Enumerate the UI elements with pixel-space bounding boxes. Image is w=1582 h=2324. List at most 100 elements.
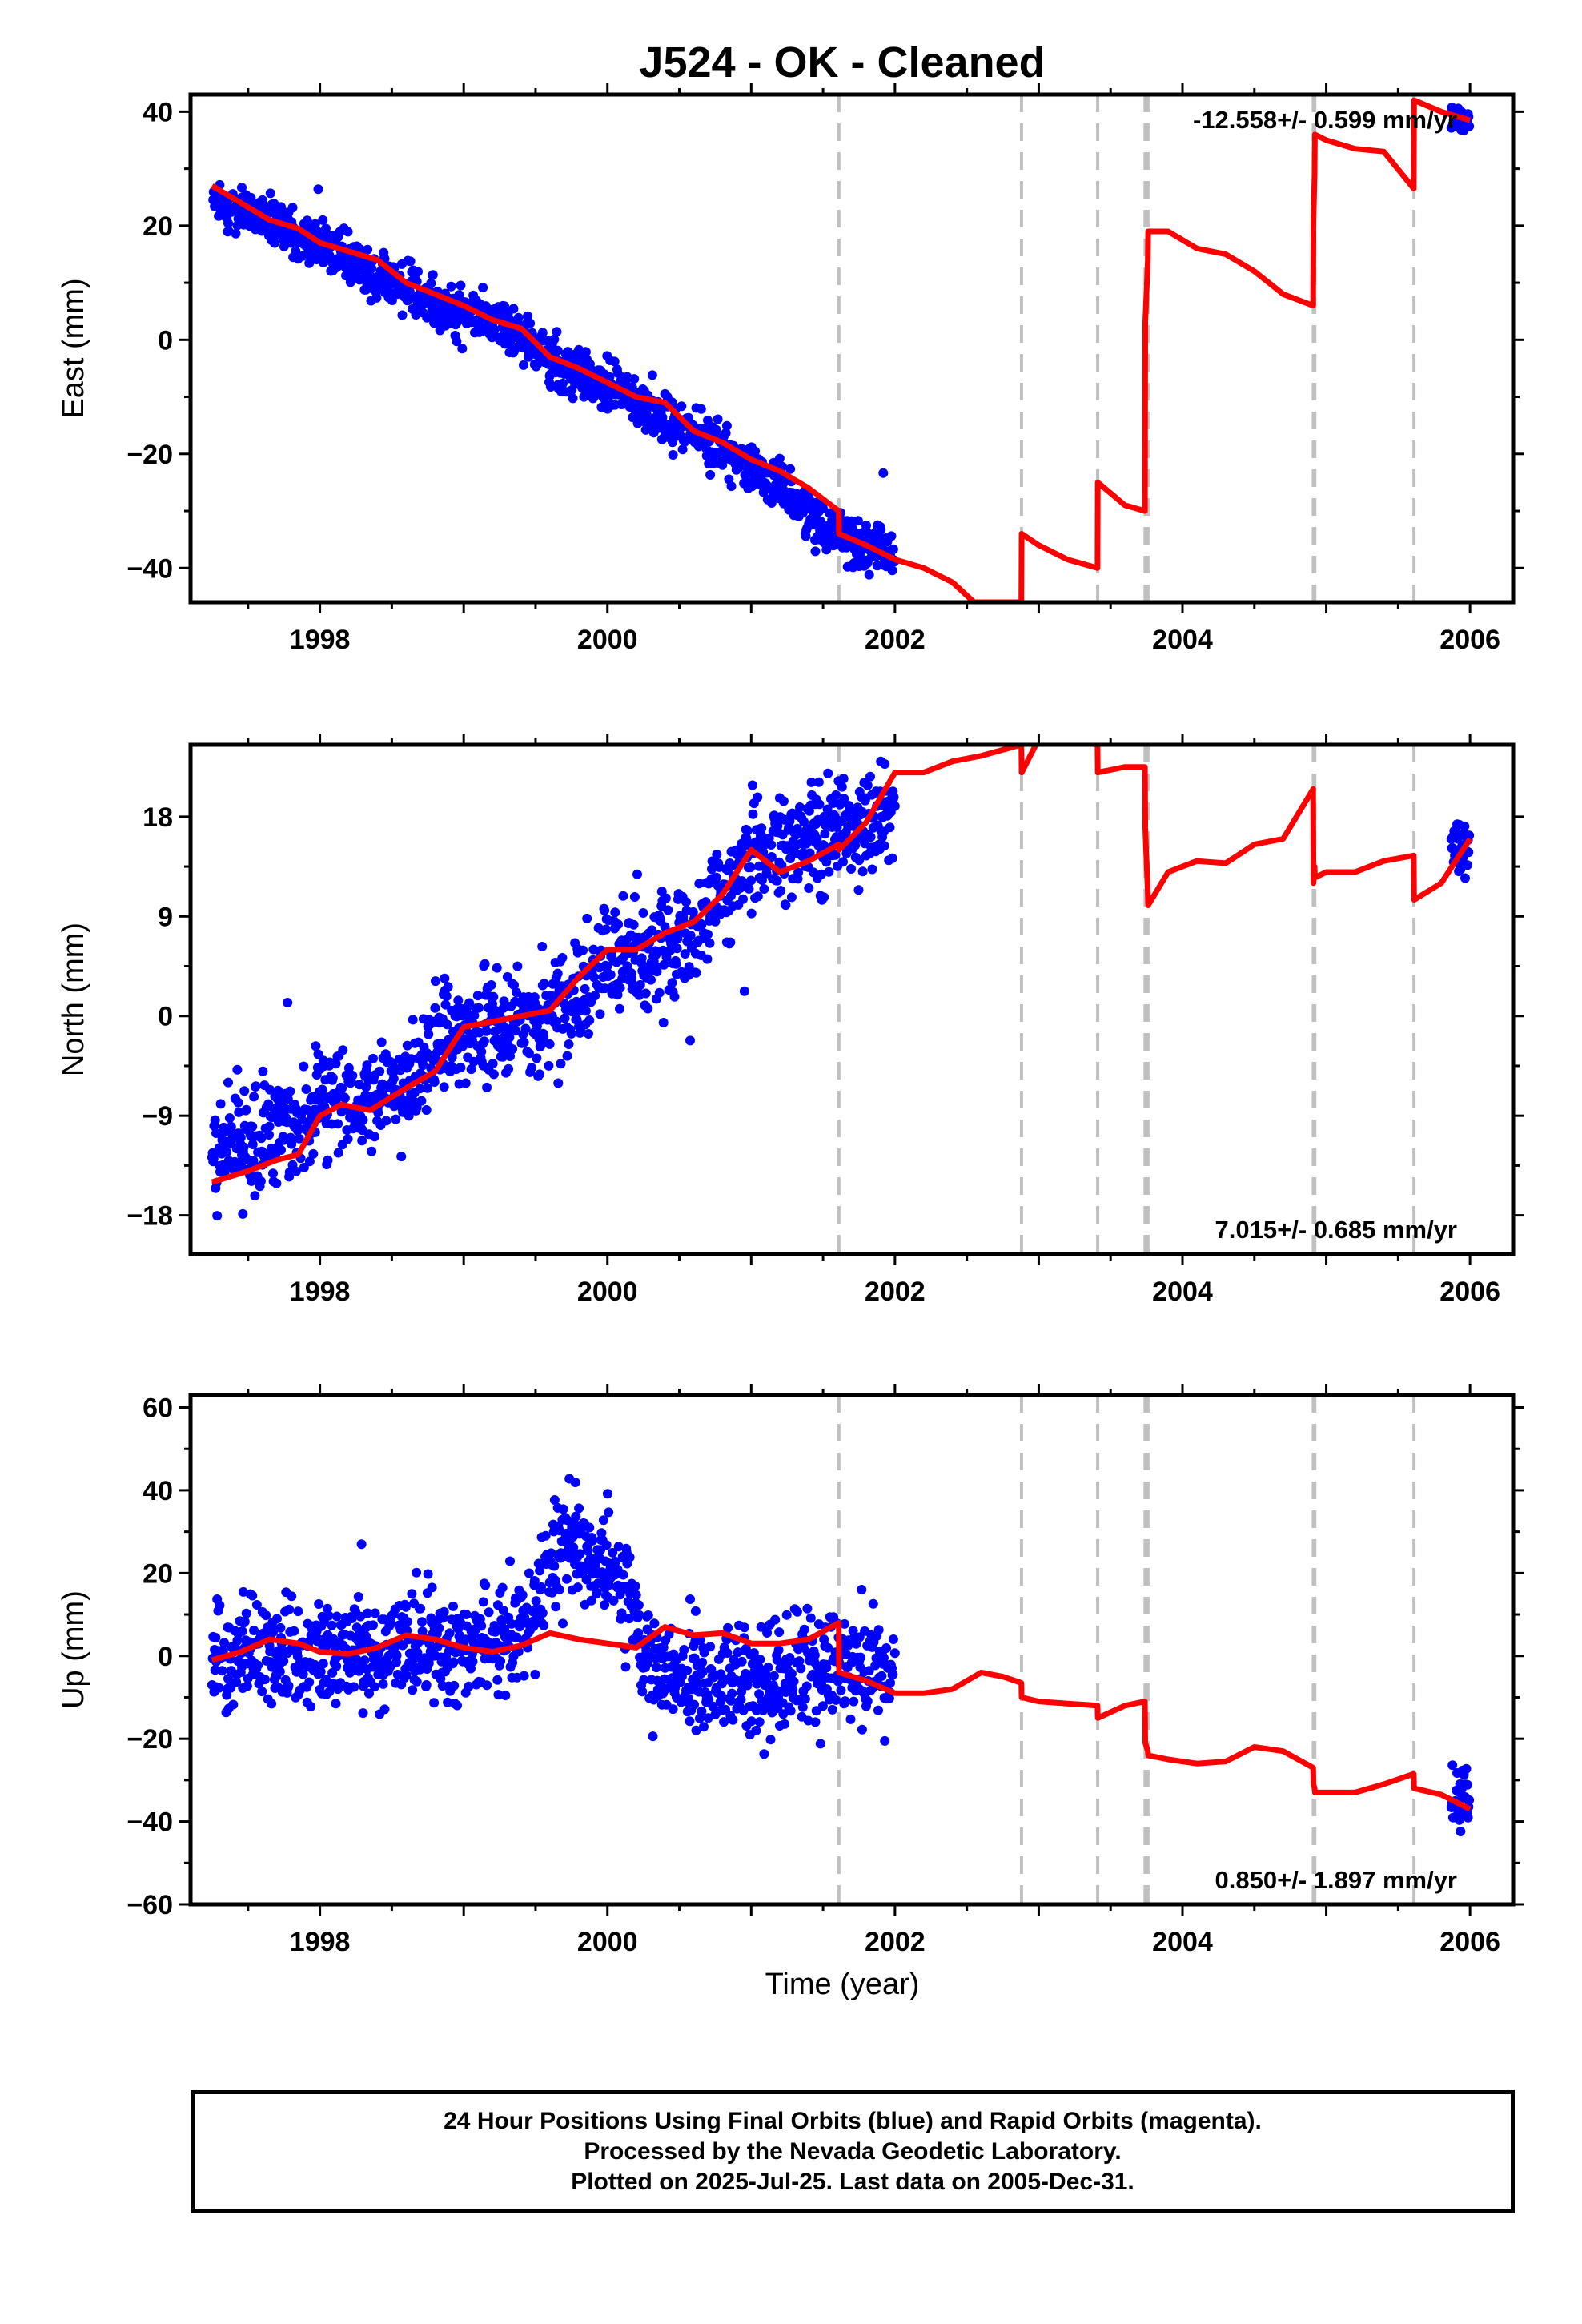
data-point xyxy=(251,1081,261,1092)
y-tick-label: 60 xyxy=(143,1393,173,1424)
data-point xyxy=(367,1146,377,1156)
data-point xyxy=(492,963,502,973)
data-point xyxy=(499,996,509,1007)
data-point xyxy=(710,916,721,927)
data-point xyxy=(643,1610,653,1620)
data-point xyxy=(618,891,628,901)
data-point xyxy=(634,1610,644,1620)
data-point xyxy=(318,1659,328,1669)
data-point xyxy=(657,412,668,423)
data-point xyxy=(582,913,592,923)
data-point xyxy=(373,1108,383,1118)
data-point xyxy=(830,850,841,860)
data-point xyxy=(744,883,754,894)
data-point xyxy=(797,1702,808,1712)
data-point xyxy=(391,1657,401,1667)
data-point xyxy=(249,1092,259,1102)
data-point xyxy=(552,345,563,356)
data-point xyxy=(679,1645,689,1655)
data-point xyxy=(228,1699,239,1710)
data-point xyxy=(428,270,438,280)
data-point xyxy=(272,1614,282,1624)
data-point xyxy=(584,1522,595,1533)
data-point xyxy=(712,850,722,859)
rate-label-north: 7.015+/- 0.685 mm/yr xyxy=(1215,1216,1457,1244)
plot-frame-north xyxy=(188,742,1516,1256)
data-point xyxy=(854,855,865,866)
data-point xyxy=(223,218,233,228)
data-point xyxy=(862,780,873,790)
data-point xyxy=(668,450,678,460)
data-point xyxy=(264,1130,274,1140)
data-point xyxy=(747,780,757,790)
data-point xyxy=(424,1029,434,1039)
data-point xyxy=(588,944,599,955)
data-point xyxy=(391,1114,401,1124)
data-point xyxy=(728,1715,738,1725)
data-point xyxy=(479,1036,489,1047)
data-point xyxy=(651,1663,661,1673)
data-point xyxy=(823,768,833,778)
data-point xyxy=(311,1041,321,1051)
data-point xyxy=(721,420,732,431)
data-point xyxy=(889,801,900,811)
data-point xyxy=(620,1662,631,1672)
data-point xyxy=(258,1066,268,1076)
data-point xyxy=(570,1478,580,1487)
data-point xyxy=(833,1676,843,1687)
data-point xyxy=(421,1680,432,1690)
data-point xyxy=(801,838,812,849)
data-point xyxy=(682,1665,693,1675)
data-point xyxy=(554,1585,564,1595)
data-point xyxy=(441,991,452,1001)
data-point xyxy=(1462,1779,1472,1790)
data-point xyxy=(434,1623,444,1634)
data-point xyxy=(658,1018,669,1027)
data-point xyxy=(750,446,761,456)
data-point xyxy=(711,424,721,435)
data-point xyxy=(562,1051,572,1061)
data-point xyxy=(1456,1827,1466,1836)
x-tick-label: 2006 xyxy=(1439,1277,1500,1307)
data-point xyxy=(474,1003,484,1013)
data-point xyxy=(482,1082,492,1092)
data-point xyxy=(1447,1760,1458,1771)
data-point xyxy=(529,1576,540,1586)
data-point xyxy=(287,203,298,213)
data-point xyxy=(431,976,440,987)
data-point xyxy=(424,1658,434,1668)
data-point xyxy=(1461,1763,1472,1774)
data-point xyxy=(423,1569,433,1579)
data-point xyxy=(813,777,824,787)
data-point xyxy=(799,1624,809,1634)
data-point xyxy=(746,875,756,886)
data-point xyxy=(615,1003,624,1014)
data-point xyxy=(827,1704,837,1715)
data-point xyxy=(742,826,753,836)
data-point xyxy=(481,1026,492,1036)
data-point xyxy=(246,192,256,203)
data-point xyxy=(635,979,645,990)
data-point xyxy=(753,792,763,802)
data-point xyxy=(755,1655,765,1665)
data-point xyxy=(426,278,436,288)
data-point xyxy=(681,897,691,907)
data-point xyxy=(418,1060,428,1071)
data-point xyxy=(608,1595,619,1606)
data-point xyxy=(566,1028,576,1039)
data-point xyxy=(659,959,669,970)
data-point xyxy=(629,892,640,902)
data-point xyxy=(853,516,863,526)
data-point xyxy=(586,1595,596,1606)
data-point xyxy=(613,919,624,930)
footer-line-1: 24 Hour Positions Using Final Orbits (bl… xyxy=(444,2108,1262,2134)
data-point xyxy=(387,1060,398,1071)
data-point xyxy=(237,1626,247,1636)
data-point xyxy=(699,1722,709,1732)
data-point xyxy=(865,832,876,842)
data-point xyxy=(500,1691,511,1700)
data-point xyxy=(552,968,563,979)
data-point xyxy=(396,1152,407,1162)
panel-east: 1998 2000 2002 2004 2006 40 20 0 −20 −40 East (mm)… xyxy=(57,83,1524,655)
